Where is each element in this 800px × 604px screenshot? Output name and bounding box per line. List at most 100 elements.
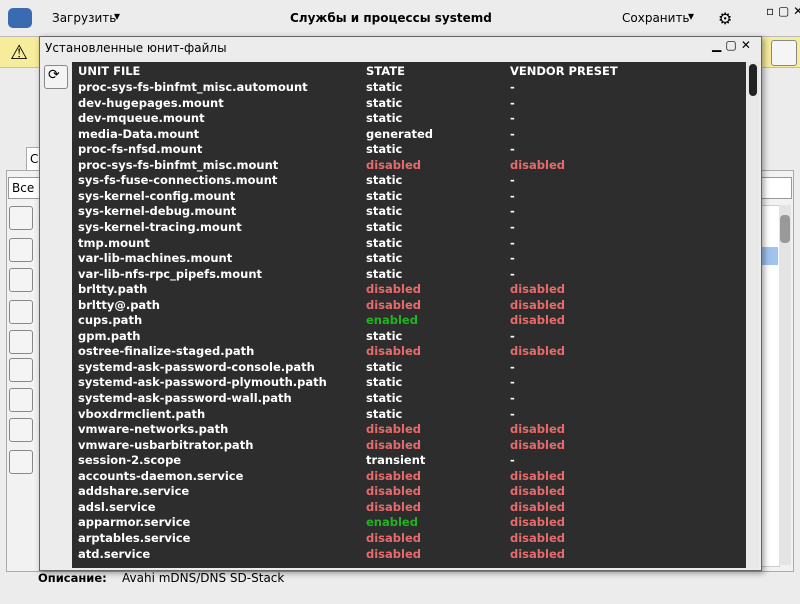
unit-state: disabled	[366, 499, 421, 514]
description-label: Описание:	[38, 571, 107, 585]
vendor-preset: -	[510, 266, 515, 281]
vendor-preset: disabled	[510, 546, 565, 561]
dialog-controls[interactable]: ▁ ▢ ✕	[712, 38, 751, 52]
filter-end	[760, 177, 792, 199]
tool-button[interactable]	[9, 358, 33, 382]
unit-file: tmp.mount	[78, 235, 150, 250]
unit-state: disabled	[366, 297, 421, 312]
tool-button[interactable]	[9, 418, 33, 442]
menu-save[interactable]: Сохранить	[622, 11, 690, 25]
unit-file: ostree-finalize-staged.path	[78, 344, 255, 359]
unit-state: disabled	[366, 344, 421, 359]
vendor-preset: disabled	[510, 282, 565, 297]
unit-state: disabled	[366, 530, 421, 545]
vendor-preset: -	[510, 204, 515, 219]
vendor-preset: disabled	[510, 468, 565, 483]
unit-file: sys-kernel-debug.mount	[78, 204, 237, 219]
unit-state: static	[366, 235, 403, 250]
warning-icon: ⚠	[10, 40, 28, 64]
unit-file: proc-sys-fs-binfmt_misc.automount	[78, 80, 308, 94]
unit-state: static	[366, 375, 403, 390]
refresh-button[interactable]	[44, 65, 68, 89]
unit-state: transient	[366, 453, 426, 468]
tool-button[interactable]	[9, 238, 33, 262]
unit-file: vmware-networks.path	[78, 422, 229, 437]
window-controls[interactable]: ▫ ▢ ✕	[766, 4, 800, 18]
vendor-preset: disabled	[510, 499, 565, 514]
unit-file: arptables.service	[78, 530, 191, 545]
unit-file: apparmor.service	[78, 515, 191, 530]
vendor-preset: -	[510, 173, 515, 188]
vendor-preset: -	[510, 391, 515, 405]
unit-state: static	[366, 359, 403, 374]
vendor-preset: -	[510, 406, 515, 421]
unit-file: session-2.scope	[78, 453, 182, 468]
unit-state: static	[366, 391, 403, 405]
unit-state: static	[366, 111, 403, 126]
vendor-preset: disabled	[510, 422, 565, 437]
unit-file: addshare.service	[78, 484, 190, 499]
unit-file: atd.service	[78, 546, 151, 561]
unit-file: media-Data.mount	[78, 126, 200, 141]
unit-state: static	[366, 142, 403, 157]
tool-button[interactable]	[9, 388, 33, 412]
unit-state: static	[366, 266, 403, 281]
tool-button[interactable]	[9, 206, 33, 230]
unit-file: dev-mqueue.mount	[78, 111, 205, 126]
unit-state: disabled	[366, 468, 421, 483]
vendor-preset: disabled	[510, 157, 565, 172]
description-value: Avahi mDNS/DNS SD-Stack	[122, 571, 285, 585]
tool-button[interactable]	[9, 300, 33, 324]
menu-arrow: ▾	[114, 9, 121, 23]
unit-file: var-lib-machines.mount	[78, 251, 233, 266]
unit-state: disabled	[366, 282, 421, 297]
tool-button[interactable]	[9, 330, 33, 354]
vendor-preset: disabled	[510, 437, 565, 452]
unit-file: systemd-ask-password-plymouth.path	[78, 375, 327, 390]
vendor-preset: -	[510, 375, 515, 390]
menu-load[interactable]: Загрузить	[52, 11, 117, 25]
unit-state: generated	[366, 126, 433, 141]
vendor-preset: -	[510, 188, 515, 203]
unit-state: static	[366, 188, 403, 203]
column-header: VENDOR PRESET	[510, 64, 618, 78]
unit-file: systemd-ask-password-wall.path	[78, 391, 292, 405]
vendor-preset: -	[510, 80, 515, 94]
vendor-preset: -	[510, 453, 515, 468]
unit-state: static	[366, 95, 403, 110]
vendor-preset: -	[510, 251, 515, 266]
save-button[interactable]	[771, 40, 797, 66]
unit-state: static	[366, 251, 403, 266]
vendor-preset: -	[510, 219, 515, 234]
unit-state: static	[366, 219, 403, 234]
vendor-preset: disabled	[510, 530, 565, 545]
vendor-preset: disabled	[510, 484, 565, 499]
settings-button[interactable]: ⚙	[718, 9, 733, 28]
unit-file: brltty@.path	[78, 297, 160, 312]
unit-file: vmware-usbarbitrator.path	[78, 437, 254, 452]
unit-file: gpm.path	[78, 328, 141, 343]
list-scroll-thumb	[780, 215, 790, 243]
tool-button[interactable]	[9, 268, 33, 292]
tool-button[interactable]	[9, 450, 33, 474]
menu-arrow: ▾	[688, 9, 695, 23]
unit-state: disabled	[366, 157, 421, 172]
vendor-preset: -	[510, 95, 515, 110]
unit-state: static	[366, 406, 403, 421]
vendor-preset: -	[510, 126, 515, 141]
filter[interactable]: Все	[8, 177, 43, 199]
unit-file: sys-kernel-tracing.mount	[78, 219, 242, 234]
unit-state: static	[366, 173, 403, 188]
unit-file: sys-kernel-config.mount	[78, 188, 236, 203]
unit-state: disabled	[366, 546, 421, 561]
vendor-preset: disabled	[510, 313, 565, 328]
unit-file: brltty.path	[78, 282, 148, 297]
unit-state: enabled	[366, 313, 418, 328]
dialog-title: Установленные юнит-файлы	[45, 41, 227, 55]
unit-state: static	[366, 80, 403, 94]
unit-state: enabled	[366, 515, 418, 530]
unit-state: disabled	[366, 484, 421, 499]
column-header: UNIT FILE	[78, 64, 141, 78]
unit-file: sys-fs-fuse-connections.mount	[78, 173, 278, 188]
